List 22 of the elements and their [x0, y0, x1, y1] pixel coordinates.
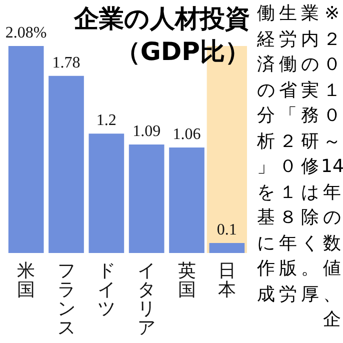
- x-tick-label: フランス: [57, 260, 76, 338]
- data-label: 1.06: [172, 126, 201, 144]
- bar: [48, 76, 84, 253]
- data-label: 2.08%: [5, 24, 47, 42]
- data-label: 0.1: [216, 222, 237, 239]
- x-tick-label: ドイツ: [97, 260, 116, 318]
- text: 生労働省「２０１８年版労: [279, 3, 297, 304]
- x-tick-label: イタリア: [138, 260, 156, 338]
- data-label: 1.2: [96, 112, 116, 130]
- x-tick-label: 英国: [178, 260, 196, 300]
- bar: [128, 144, 164, 253]
- x-tick-label: 日本: [218, 260, 236, 300]
- data-label: 1.09: [132, 123, 161, 140]
- bar: [209, 243, 245, 253]
- bar: [169, 148, 204, 253]
- bar: [88, 134, 124, 253]
- text: 働経済の分析」を基に作成: [257, 3, 275, 304]
- bar: [8, 46, 44, 253]
- text: 業内の実務研修は除く。厚: [301, 3, 319, 304]
- data-label: 1.78: [52, 54, 80, 72]
- text: ※２０１０～14年の数値、企: [321, 3, 343, 330]
- x-tick-label: 米国: [17, 260, 36, 300]
